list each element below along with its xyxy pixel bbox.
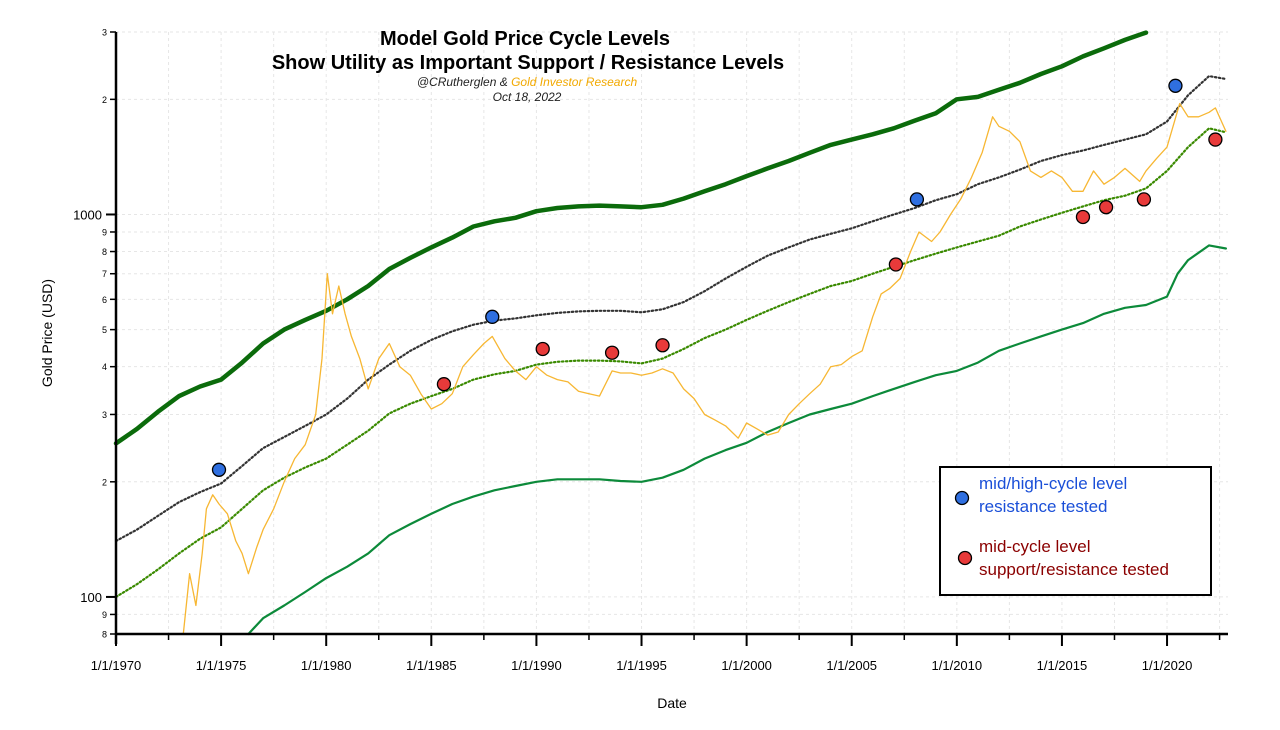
chart-subtitle-date: Oct 18, 2022 <box>493 90 562 104</box>
marker-support-resistance-tested <box>888 257 904 272</box>
marker-support-resistance-tested <box>1075 209 1091 225</box>
x-tick-label: 1/1/2000 <box>721 658 772 673</box>
legend: mid/high-cycle level resistance tested m… <box>939 466 1212 596</box>
x-tick-label: 1/1/1975 <box>196 658 247 673</box>
y-tick-label-minor: 6 <box>102 295 107 305</box>
subtitle-brand: Gold Investor Research <box>511 75 637 89</box>
y-tick-label-minor: 8 <box>102 247 107 257</box>
legend-marker-blue <box>954 490 970 506</box>
x-tick-label: 1/1/1990 <box>511 658 562 673</box>
axes: 1/1/1970 1/1/1975 1/1/1980 1/1/1985 1/1/1990… <box>73 28 1228 673</box>
legend-label-blue-line1: mid/high-cycle level <box>979 474 1127 493</box>
marker-support-resistance-tested <box>1098 200 1114 215</box>
subtitle-author: @CRutherglen & <box>417 75 508 89</box>
x-tick-label: 1/1/1985 <box>406 658 457 673</box>
chart-title-line2: Show Utility as Important Support / Resi… <box>272 52 784 74</box>
y-tick-label: 1000 <box>73 207 102 222</box>
y-tick-label-minor: 3 <box>102 410 107 420</box>
x-axis-label: Date <box>657 695 687 711</box>
x-tick-label: 1/1/2015 <box>1037 658 1088 673</box>
legend-label-red-line2: support/resistance tested <box>979 560 1169 579</box>
x-tick-label: 1/1/2020 <box>1142 658 1193 673</box>
y-tick-label-minor: 2 <box>102 477 107 487</box>
marker-support-resistance-tested <box>436 377 452 392</box>
marker-support-resistance-tested <box>1208 132 1223 147</box>
marker-support-resistance-tested <box>655 338 670 353</box>
y-tick-label-minor: 5 <box>102 325 107 335</box>
marker-resistance-tested <box>909 192 925 207</box>
series-line-2 <box>114 74 1228 543</box>
x-tick-label: 1/1/2010 <box>932 658 983 673</box>
y-tick-label-minor: 9 <box>102 610 107 620</box>
y-tick-label-minor: 3 <box>102 28 107 38</box>
marker-resistance-tested <box>485 309 500 324</box>
x-tick-label: 1/1/1980 <box>301 658 352 673</box>
marker-support-resistance-tested <box>604 345 620 360</box>
legend-marker-red <box>957 550 973 566</box>
marker-support-resistance-tested <box>1136 192 1152 207</box>
y-axis-label: Gold Price (USD) <box>39 279 55 387</box>
series-line-5 <box>182 102 1227 635</box>
legend-label-red-line1: mid-cycle level <box>979 537 1090 556</box>
y-tick-label-minor: 7 <box>102 269 107 279</box>
y-tick-label: 100 <box>80 590 102 605</box>
x-tick-label: 1/1/2005 <box>826 658 877 673</box>
legend-box <box>939 466 1212 596</box>
x-tick-label: 1/1/1995 <box>616 658 667 673</box>
test-markers <box>211 78 1223 477</box>
y-tick-label-minor: 8 <box>102 630 107 640</box>
series-line-4 <box>247 244 1228 636</box>
marker-resistance-tested <box>1168 78 1183 93</box>
series-line-1 <box>113 30 1149 446</box>
series-line-3 <box>114 127 1228 599</box>
chart-title-line1: Model Gold Price Cycle Levels <box>380 28 670 50</box>
y-tick-label-minor: 9 <box>102 227 107 237</box>
x-tick-label: 1/1/1970 <box>91 658 142 673</box>
series-lines <box>113 30 1228 636</box>
legend-label-blue-line2: resistance tested <box>979 497 1108 516</box>
marker-resistance-tested <box>211 462 227 477</box>
marker-support-resistance-tested <box>535 341 550 357</box>
y-tick-label-minor: 4 <box>102 362 107 372</box>
y-tick-label-minor: 2 <box>102 95 107 105</box>
chart-subtitle-credit: @CRutherglen & Gold Investor Research <box>417 75 638 89</box>
